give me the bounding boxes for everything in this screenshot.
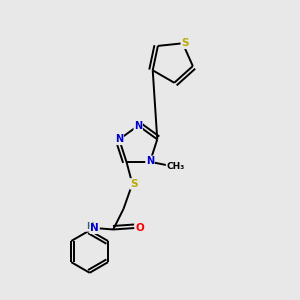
Text: N: N [90,223,99,233]
Text: N: N [134,121,142,130]
Text: N: N [146,156,154,166]
Text: S: S [181,38,189,48]
Text: O: O [135,223,144,233]
Text: S: S [130,179,138,189]
Text: CH₃: CH₃ [167,162,185,171]
Text: N: N [115,134,123,144]
Text: H: H [86,222,94,231]
